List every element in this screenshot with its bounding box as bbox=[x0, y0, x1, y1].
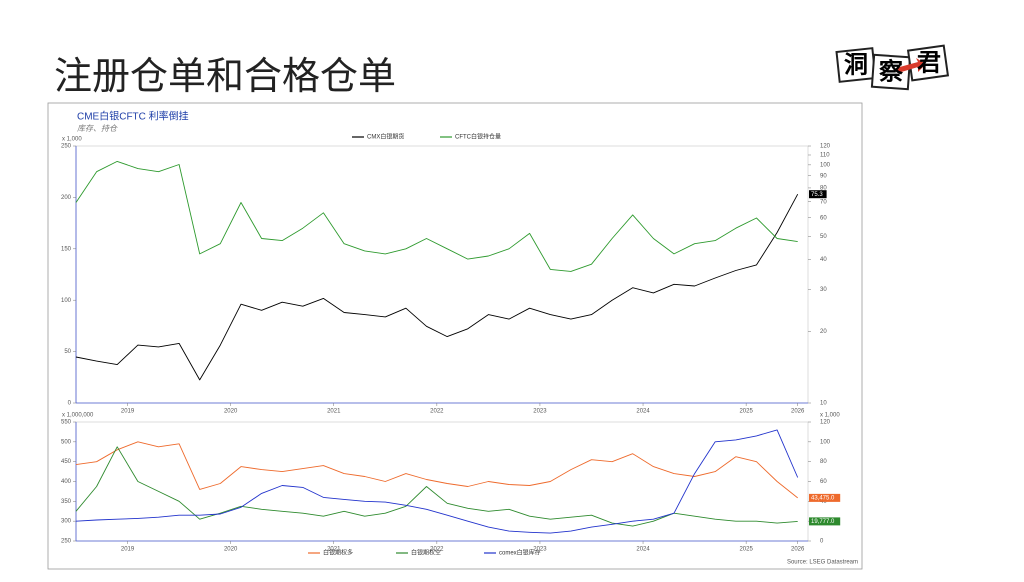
legend-label: 白银期权空 bbox=[411, 549, 441, 557]
y2-tick-label: 0 bbox=[820, 539, 824, 545]
end-label: 75.3 bbox=[811, 192, 823, 198]
y2-tick-label: 60 bbox=[820, 479, 827, 485]
y-tick-label: 550 bbox=[61, 420, 72, 426]
y-tick-label: 250 bbox=[61, 144, 72, 150]
x-tick-label: 2025 bbox=[739, 409, 753, 415]
end-label: 43,475.0 bbox=[811, 495, 835, 501]
y2-tick-label: 60 bbox=[820, 215, 827, 221]
series-line bbox=[75, 441, 798, 499]
end-label-box bbox=[809, 517, 841, 526]
end-label-box bbox=[809, 190, 827, 199]
legend-label: CFTC白银持仓量 bbox=[455, 133, 501, 141]
logo-char: 洞 bbox=[844, 51, 868, 78]
series-line bbox=[75, 429, 799, 534]
y-tick-label: 50 bbox=[64, 349, 71, 355]
series-line bbox=[75, 160, 798, 272]
chart-subtitle: 库存、持仓 bbox=[77, 124, 118, 133]
legend-label: 白银期权多 bbox=[323, 549, 353, 557]
y2-tick-label: 100 bbox=[820, 439, 831, 445]
y-tick-label: 400 bbox=[61, 479, 72, 485]
y-tick-label: 100 bbox=[61, 298, 72, 304]
x-tick-label: 2022 bbox=[430, 547, 444, 553]
slide-title: 注册仓单和合格仓单 bbox=[54, 56, 396, 98]
y2-tick-label: 80 bbox=[820, 459, 827, 465]
y2-tick-label: 10 bbox=[820, 401, 827, 407]
x-tick-label: 2023 bbox=[533, 547, 547, 553]
x-tick-label: 2020 bbox=[224, 409, 238, 415]
y-unit: x 1,000,000 bbox=[62, 413, 94, 419]
y2-tick-label: 90 bbox=[820, 173, 827, 179]
x-tick-label: 2019 bbox=[121, 409, 135, 415]
logo: 洞 察 君 bbox=[835, 44, 950, 91]
logo-char: 察 bbox=[879, 57, 904, 85]
x-tick-label: 2022 bbox=[430, 409, 444, 415]
chart-title: CME白银CFTC 利率倒挂 bbox=[77, 110, 189, 123]
logo-char: 君 bbox=[917, 49, 941, 76]
y2-tick-label: 30 bbox=[820, 287, 827, 293]
y2-tick-label: 20 bbox=[820, 329, 827, 335]
y-tick-label: 0 bbox=[68, 401, 72, 407]
x-tick-label: 2021 bbox=[327, 547, 341, 553]
y-tick-label: 150 bbox=[61, 246, 72, 252]
y-unit: x 1,000 bbox=[62, 137, 82, 143]
x-tick-label: 2026 bbox=[791, 547, 805, 553]
source: Source: LSEG Datastream bbox=[787, 560, 858, 566]
x-tick-label: 2024 bbox=[636, 547, 650, 553]
y2-tick-label: 80 bbox=[820, 186, 827, 192]
x-tick-label: 2023 bbox=[533, 409, 547, 415]
logo-box bbox=[870, 53, 912, 91]
end-label-box bbox=[809, 493, 841, 502]
y2-tick-label: 120 bbox=[820, 144, 831, 150]
x-tick-label: 2026 bbox=[791, 409, 805, 415]
y2-tick-label: 120 bbox=[820, 420, 831, 426]
x-tick-label: 2020 bbox=[224, 547, 238, 553]
end-label: 19,777.0 bbox=[811, 519, 835, 525]
y2-tick-label: 110 bbox=[820, 153, 830, 159]
y-tick-label: 350 bbox=[61, 499, 72, 505]
y-tick-label: 300 bbox=[61, 519, 72, 525]
legend-label: comex白银库存 bbox=[499, 549, 541, 557]
y-tick-label: 200 bbox=[61, 195, 72, 201]
y-tick-label: 450 bbox=[61, 459, 72, 465]
logo-arrow bbox=[896, 58, 926, 73]
y2-tick-label: 100 bbox=[820, 162, 831, 168]
x-tick-label: 2024 bbox=[636, 409, 650, 415]
series-line bbox=[75, 446, 798, 527]
chart-frame bbox=[47, 102, 863, 570]
series-line bbox=[75, 193, 799, 381]
y-tick-label: 500 bbox=[61, 439, 72, 445]
x-tick-label: 2019 bbox=[121, 547, 135, 553]
legend-label: CMX白银期货 bbox=[367, 133, 404, 141]
y2-tick-label: 50 bbox=[820, 234, 827, 240]
x-tick-label: 2021 bbox=[327, 409, 341, 415]
x-tick-label: 2025 bbox=[739, 547, 753, 553]
y2-tick-label: 40 bbox=[820, 257, 827, 263]
y2-tick-label: 70 bbox=[820, 199, 827, 205]
y-tick-label: 250 bbox=[61, 539, 72, 545]
y2-tick-label: 40 bbox=[820, 499, 827, 505]
y2-unit: x 1,000 bbox=[820, 413, 840, 419]
